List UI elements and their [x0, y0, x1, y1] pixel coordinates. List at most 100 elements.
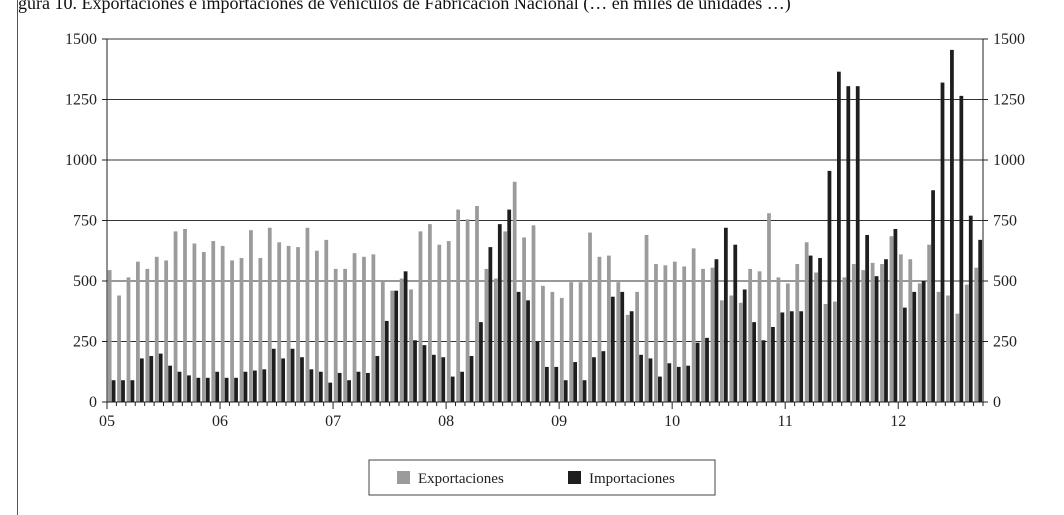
bar-importaciones	[262, 369, 267, 402]
bar-importaciones	[592, 357, 596, 402]
bar-exportaciones	[286, 245, 291, 402]
bar-importaciones	[403, 271, 408, 402]
bar-importaciones	[526, 300, 530, 402]
bar-exportaciones	[239, 258, 244, 402]
bar-exportaciones	[710, 267, 715, 402]
x-tick-label: 10	[664, 413, 680, 430]
frame-border-left	[17, 0, 18, 515]
bar-importaciones	[413, 340, 417, 402]
bar-exportaciones	[126, 277, 131, 402]
y-tick-label-right: 1500	[993, 31, 1025, 48]
bar-importaciones	[479, 322, 483, 402]
bar-importaciones	[205, 377, 210, 402]
bar-importaciones	[450, 376, 455, 402]
bar-exportaciones	[117, 295, 121, 402]
bar-exportaciones	[305, 227, 310, 402]
bar-importaciones	[469, 356, 474, 402]
legend-swatch-exportaciones	[397, 471, 410, 484]
bar-exportaciones	[541, 285, 545, 402]
bar-exportaciones	[644, 235, 649, 402]
bar-exportaciones	[955, 313, 960, 402]
bar-importaciones	[808, 255, 813, 402]
bar-importaciones	[422, 345, 427, 402]
bar-importaciones	[978, 239, 983, 402]
bar-exportaciones	[776, 277, 781, 402]
x-tick-label: 08	[438, 413, 454, 430]
bar-importaciones	[780, 312, 785, 402]
bar-exportaciones	[380, 281, 385, 402]
bar-importaciones	[818, 258, 822, 402]
bar-importaciones	[761, 340, 766, 402]
y-tick-label-left: 750	[73, 213, 97, 230]
y-axis-left-ticks: 0 250 500 750 1000 1250 1500	[65, 31, 107, 411]
bar-exportaciones	[324, 239, 329, 402]
bar-exportaciones	[767, 213, 771, 402]
bar-importaciones	[384, 320, 389, 402]
legend: Exportaciones Importaciones	[368, 459, 716, 496]
bar-importaciones	[347, 380, 351, 402]
bar-exportaciones	[964, 284, 969, 402]
bar-importaciones	[902, 307, 907, 402]
bar-importaciones	[497, 224, 502, 402]
bar-exportaciones	[446, 241, 451, 402]
bar-exportaciones	[437, 244, 442, 402]
bar-exportaciones	[333, 268, 338, 402]
bar-importaciones	[705, 337, 709, 402]
bar-exportaciones	[390, 290, 395, 402]
bar-exportaciones	[861, 270, 866, 402]
bar-exportaciones	[531, 225, 536, 402]
bar-importaciones	[931, 190, 935, 402]
bar-importaciones	[827, 170, 832, 402]
bar-exportaciones	[277, 242, 282, 402]
bar-importaciones	[950, 49, 954, 402]
y-tick-label-right: 1000	[993, 152, 1025, 169]
bar-exportaciones	[418, 231, 423, 402]
bar-importaciones	[149, 356, 154, 402]
bar-exportaciones	[559, 297, 564, 402]
y-tick-label-right: 0	[993, 394, 1001, 411]
bar-importaciones	[648, 358, 653, 402]
bar-exportaciones	[720, 300, 724, 402]
bar-exportaciones	[503, 231, 508, 402]
bar-importaciones	[940, 82, 945, 402]
legend-swatch-importaciones	[568, 471, 581, 484]
bar-exportaciones	[898, 254, 903, 402]
bar-importaciones	[771, 326, 775, 402]
exports-series	[107, 181, 979, 402]
bar-exportaciones	[870, 262, 875, 402]
y-tick-label-right: 500	[993, 273, 1017, 290]
y-tick-label-left: 250	[73, 334, 97, 351]
bar-exportaciones	[814, 272, 818, 402]
bar-importaciones	[121, 380, 125, 402]
bar-importaciones	[629, 311, 634, 402]
bar-importaciones	[215, 371, 220, 402]
bar-importaciones	[187, 375, 191, 402]
bar-importaciones	[158, 353, 163, 402]
bar-exportaciones	[362, 256, 366, 402]
bar-importaciones	[507, 209, 512, 402]
bar-exportaciones	[833, 301, 837, 402]
y-tick-label-left: 500	[73, 273, 97, 290]
bar-exportaciones	[428, 224, 432, 402]
x-tick-label: 06	[212, 413, 228, 430]
bar-importaciones	[789, 311, 794, 402]
bar-exportaciones	[201, 251, 206, 402]
bar-exportaciones	[625, 314, 630, 402]
bar-exportaciones	[936, 291, 941, 402]
bar-exportaciones	[522, 237, 526, 402]
bar-importaciones	[695, 342, 700, 402]
bar-exportaciones	[107, 270, 112, 402]
bar-exportaciones	[314, 250, 319, 402]
bar-exportaciones	[851, 264, 856, 402]
y-tick-label-left: 0	[89, 394, 97, 411]
bar-importaciones	[742, 289, 747, 402]
bar-exportaciones	[569, 282, 574, 402]
bar-exportaciones	[409, 289, 413, 402]
bar-exportaciones	[493, 278, 498, 402]
bar-importaciones	[139, 358, 144, 402]
bar-importaciones	[300, 357, 304, 402]
legend-label-importaciones: Importaciones	[589, 471, 675, 487]
y-tick-label-left: 1250	[65, 92, 97, 109]
bar-importaciones	[554, 366, 559, 402]
